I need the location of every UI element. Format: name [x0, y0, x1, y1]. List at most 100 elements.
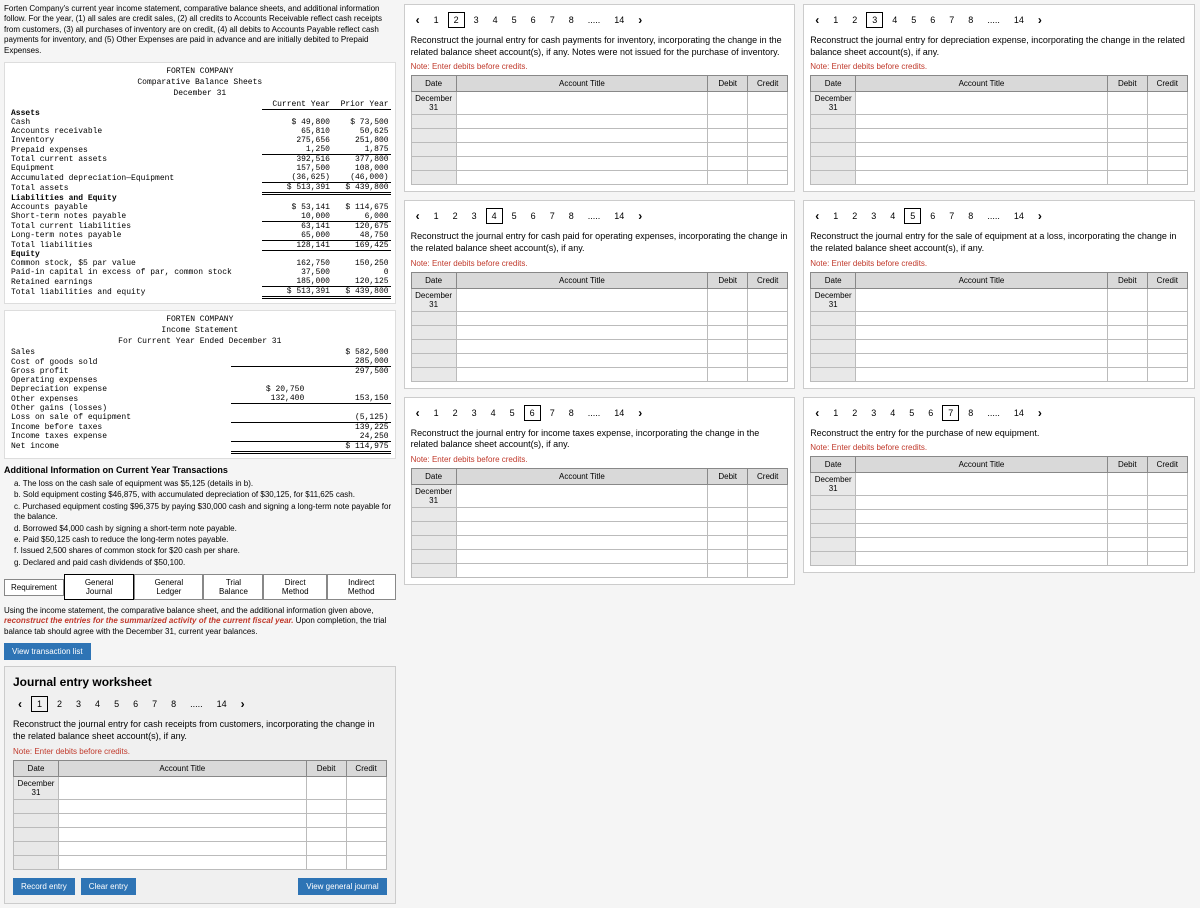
entry-credit[interactable]	[1147, 496, 1187, 510]
entry-credit[interactable]	[748, 485, 788, 508]
entry-account[interactable]	[456, 353, 708, 367]
entry-date[interactable]: December 31	[411, 485, 456, 508]
entry-debit[interactable]	[708, 325, 748, 339]
pager-page[interactable]: 1	[828, 406, 843, 420]
entry-account[interactable]	[59, 841, 307, 855]
pager-prev[interactable]: ‹	[411, 404, 425, 422]
entry-debit[interactable]	[1107, 288, 1147, 311]
pager-next[interactable]: ›	[633, 207, 647, 225]
pager-page[interactable]: 3	[467, 209, 482, 223]
pager-page[interactable]: .....	[583, 406, 606, 420]
entry-account[interactable]	[456, 143, 708, 157]
entry-account[interactable]	[456, 367, 708, 381]
entry-account[interactable]	[856, 367, 1108, 381]
pager-page[interactable]: 14	[1009, 406, 1029, 420]
tab-general-journal[interactable]: General Journal	[64, 574, 134, 600]
pager-page[interactable]: 1	[828, 13, 843, 27]
pager-page[interactable]: 2	[448, 406, 463, 420]
entry-debit[interactable]	[306, 776, 346, 799]
pager-page[interactable]: 8	[963, 406, 978, 420]
tab-general-ledger[interactable]: General Ledger	[134, 574, 203, 600]
pager-page[interactable]: 6	[524, 405, 541, 421]
entry-credit[interactable]	[1147, 339, 1187, 353]
entry-account[interactable]	[59, 827, 307, 841]
entry-debit[interactable]	[708, 353, 748, 367]
entry-account[interactable]	[456, 522, 708, 536]
entry-debit[interactable]	[306, 841, 346, 855]
entry-debit[interactable]	[708, 129, 748, 143]
entry-debit[interactable]	[1107, 129, 1147, 143]
pager-next[interactable]: ›	[1033, 207, 1047, 225]
pager-page[interactable]: 7	[147, 697, 162, 711]
entry-debit[interactable]	[1107, 157, 1147, 171]
pager-page[interactable]: 3	[469, 13, 484, 27]
entry-credit[interactable]	[346, 799, 386, 813]
entry-account[interactable]	[456, 115, 708, 129]
entry-account[interactable]	[456, 92, 708, 115]
entry-account[interactable]	[456, 564, 708, 578]
pager-page[interactable]: 1	[828, 209, 843, 223]
pager-page[interactable]: 2	[847, 13, 862, 27]
entry-debit[interactable]	[708, 157, 748, 171]
pager-page[interactable]: 2	[448, 12, 465, 28]
entry-debit[interactable]	[708, 550, 748, 564]
entry-credit[interactable]	[1147, 473, 1187, 496]
pager-page[interactable]: 14	[212, 697, 232, 711]
entry-credit[interactable]	[1147, 325, 1187, 339]
entry-account[interactable]	[856, 353, 1108, 367]
pager-page[interactable]: 7	[942, 405, 959, 421]
entry-account[interactable]	[856, 473, 1108, 496]
pager-page[interactable]: 4	[885, 406, 900, 420]
pager-page[interactable]: 5	[507, 13, 522, 27]
entry-debit[interactable]	[1107, 473, 1147, 496]
pager-page[interactable]: 4	[90, 697, 105, 711]
pager-next[interactable]: ›	[1033, 404, 1047, 422]
entry-credit[interactable]	[1147, 538, 1187, 552]
entry-date[interactable]: December 31	[811, 92, 856, 115]
pager-page[interactable]: 8	[564, 13, 579, 27]
pager-page[interactable]: 14	[1009, 209, 1029, 223]
pager-page[interactable]: 6	[526, 209, 541, 223]
entry-credit[interactable]	[748, 508, 788, 522]
entry-account[interactable]	[456, 325, 708, 339]
pager-page[interactable]: 7	[545, 209, 560, 223]
pager-page[interactable]: .....	[982, 13, 1005, 27]
entry-debit[interactable]	[306, 813, 346, 827]
pager-page[interactable]: 6	[925, 13, 940, 27]
entry-debit[interactable]	[708, 311, 748, 325]
pager-page[interactable]: 4	[486, 406, 501, 420]
pager-page[interactable]: 14	[609, 406, 629, 420]
tab-indirect-method[interactable]: Indirect Method	[327, 574, 396, 600]
entry-debit[interactable]	[708, 508, 748, 522]
entry-account[interactable]	[856, 496, 1108, 510]
entry-account[interactable]	[59, 776, 307, 799]
entry-debit[interactable]	[1107, 510, 1147, 524]
pager-prev[interactable]: ‹	[411, 207, 425, 225]
pager-page[interactable]: 1	[429, 13, 444, 27]
entry-credit[interactable]	[1147, 353, 1187, 367]
pager-page[interactable]: 5	[507, 209, 522, 223]
entry-date[interactable]: December 31	[411, 288, 456, 311]
entry-credit[interactable]	[748, 353, 788, 367]
entry-credit[interactable]	[748, 522, 788, 536]
entry-credit[interactable]	[748, 367, 788, 381]
pager-page[interactable]: 14	[1009, 13, 1029, 27]
pager-page[interactable]: 3	[866, 12, 883, 28]
entry-account[interactable]	[456, 311, 708, 325]
entry-debit[interactable]	[1107, 496, 1147, 510]
pager-page[interactable]: 7	[944, 209, 959, 223]
entry-account[interactable]	[456, 157, 708, 171]
entry-credit[interactable]	[1147, 171, 1187, 185]
entry-credit[interactable]	[1147, 157, 1187, 171]
entry-account[interactable]	[456, 485, 708, 508]
pager-page[interactable]: 3	[467, 406, 482, 420]
pager-page[interactable]: 5	[904, 208, 921, 224]
pager-page[interactable]: 5	[904, 406, 919, 420]
pager-page[interactable]: 2	[847, 209, 862, 223]
pager-page[interactable]: 7	[545, 13, 560, 27]
clear-entry-button[interactable]: Clear entry	[81, 878, 136, 895]
pager-page[interactable]: .....	[583, 13, 606, 27]
entry-debit[interactable]	[1107, 552, 1147, 566]
entry-account[interactable]	[856, 157, 1108, 171]
entry-credit[interactable]	[748, 92, 788, 115]
